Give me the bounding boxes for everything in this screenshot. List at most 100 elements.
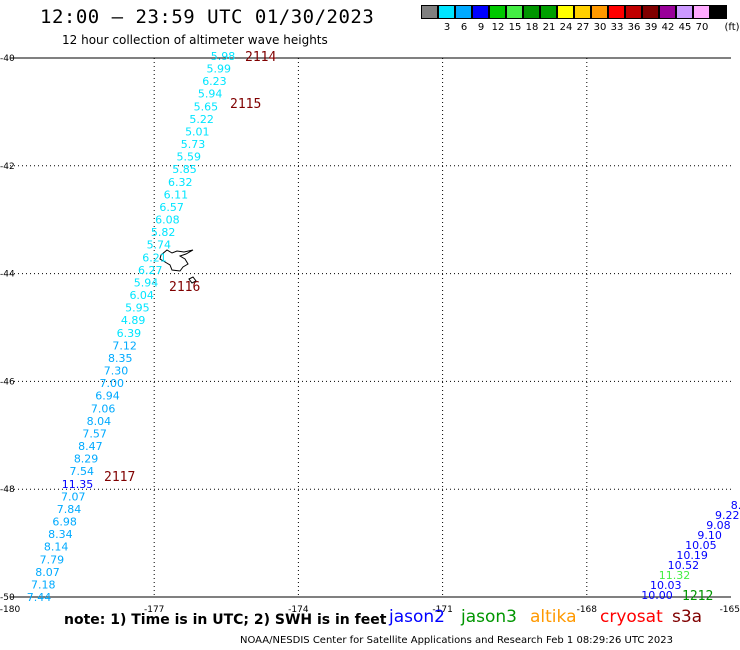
track-value-label: 7.44 (27, 591, 52, 604)
track-value-label: 5.94 (198, 88, 223, 101)
legend-label: 9 (477, 22, 485, 33)
legend-label: 42 (661, 22, 675, 33)
track-value-label: 7.54 (70, 465, 95, 478)
legend-swatch (676, 5, 693, 19)
pass-time-label: 2116 (169, 280, 200, 295)
track-value-label: 6.08 (155, 214, 180, 227)
track-value-label: 10.19 (676, 549, 708, 562)
track-value-label: 5.59 (177, 151, 202, 164)
track-value-label: 6.57 (159, 201, 184, 214)
track-value-label: 5.99 (206, 63, 231, 76)
legend-label: 6 (460, 22, 468, 33)
track-value-label: 8.29 (74, 453, 99, 466)
legend-label: 33 (610, 22, 624, 33)
legend-label: 27 (576, 22, 590, 33)
track-value-label: 11.35 (62, 478, 94, 491)
lat-tick-label: -42 (0, 162, 15, 172)
satellite-label-jason3: jason3 (461, 607, 517, 627)
legend-label: 18 (525, 22, 539, 33)
track-value-label: 5.82 (151, 226, 176, 239)
legend-unit: (ft) (724, 22, 740, 33)
lon-tick-label: -177 (144, 605, 164, 615)
chatham-islands-outline (159, 249, 194, 272)
legend-label: 12 (491, 22, 505, 33)
track-value-label: 5.98 (211, 50, 236, 63)
track-value-label: 5.73 (181, 138, 206, 151)
track-value-label: 4.89 (121, 314, 146, 327)
legend-swatch (625, 5, 642, 19)
track-value-label: 7.84 (57, 503, 82, 516)
track-value-label: 6.21 (142, 251, 167, 264)
legend-label: 36 (627, 22, 641, 33)
legend-swatch (659, 5, 676, 19)
lon-tick-label: -165 (720, 605, 740, 615)
track-value-label: 9.10 (697, 529, 722, 542)
track-value-label: 10.05 (685, 539, 717, 552)
legend-swatch (608, 5, 625, 19)
track-value-label: 7.18 (31, 578, 56, 591)
legend-swatch (421, 5, 438, 19)
lon-tick-label: -168 (577, 605, 598, 615)
legend-swatch (574, 5, 591, 19)
track-value-label: 6.94 (95, 390, 120, 403)
legend-label: 24 (559, 22, 573, 33)
satellite-label-s3a: s3a (672, 607, 703, 627)
track-value-label: 5.01 (185, 125, 210, 138)
legend-label: 45 (678, 22, 692, 33)
track-value-label: 5.95 (125, 302, 150, 315)
legend-label: 30 (593, 22, 607, 33)
track-value-label: 6.32 (168, 176, 193, 189)
legend-swatch (540, 5, 557, 19)
legend-swatch (642, 5, 659, 19)
satellite-label-cryosat: cryosat (600, 607, 663, 627)
legend-swatch (710, 5, 727, 19)
lon-tick-label: -171 (432, 605, 452, 615)
pass-time-label: 2115 (230, 97, 261, 112)
footer-note: note: 1) Time is in UTC; 2) SWH is in fe… (64, 612, 387, 628)
track-value-label: 7.12 (112, 339, 137, 352)
lat-tick-label: -46 (0, 377, 15, 387)
legend-swatch (472, 5, 489, 19)
pitt-island-outline (188, 276, 197, 284)
legend-swatch (557, 5, 574, 19)
track-value-label: 6.04 (129, 289, 154, 302)
lon-tick-label: -180 (0, 605, 20, 615)
track-value-label: 7.06 (91, 402, 116, 415)
pass-time-label: 2117 (104, 470, 135, 485)
track-value-label: 6.27 (138, 264, 163, 277)
track-value-label: 5.22 (189, 113, 214, 126)
legend-swatch (455, 5, 472, 19)
track-value-label: 8.07 (35, 566, 60, 579)
track-value-label: 5.74 (147, 239, 172, 252)
legend-label: 70 (695, 22, 709, 33)
lat-tick-label: -40 (0, 54, 15, 64)
legend-swatch (489, 5, 506, 19)
track-value-label: 6.23 (202, 75, 227, 88)
map-title: 12:00 — 23:59 UTC 01/30/2023 (40, 6, 375, 28)
satellite-label-altika: altika (530, 607, 577, 627)
pass-time-label: 2114 (245, 50, 276, 65)
lat-tick-label: -50 (0, 593, 15, 603)
track-value-label: 10.03 (650, 579, 682, 592)
legend-label: 21 (542, 22, 556, 33)
track-value-label: 8.35 (108, 352, 133, 365)
legend-swatch (506, 5, 523, 19)
track-value-label: 6.11 (164, 188, 189, 201)
track-value-label: 11.32 (659, 569, 691, 582)
track-value-label: 7.30 (104, 365, 129, 378)
satellite-label-jason2: jason2 (389, 607, 445, 627)
track-value-label: 5.65 (194, 100, 219, 113)
track-value-label: 7.57 (82, 427, 107, 440)
legend-label: 3 (443, 22, 451, 33)
track-value-label: 6.39 (117, 327, 142, 340)
track-value-label: 7.00 (99, 377, 124, 390)
credit-line: NOAA/NESDIS Center for Satellite Applica… (240, 635, 673, 646)
track-value-label: 8.14 (44, 541, 69, 554)
track-value-label: 5.94 (134, 276, 159, 289)
pass-time-label: 1212 (682, 589, 713, 604)
track-value-label: 7.79 (40, 553, 65, 566)
track-value-label: 7.07 (61, 490, 86, 503)
track-value-label: 5.85 (172, 163, 197, 176)
track-value-label: 10.52 (668, 559, 700, 572)
